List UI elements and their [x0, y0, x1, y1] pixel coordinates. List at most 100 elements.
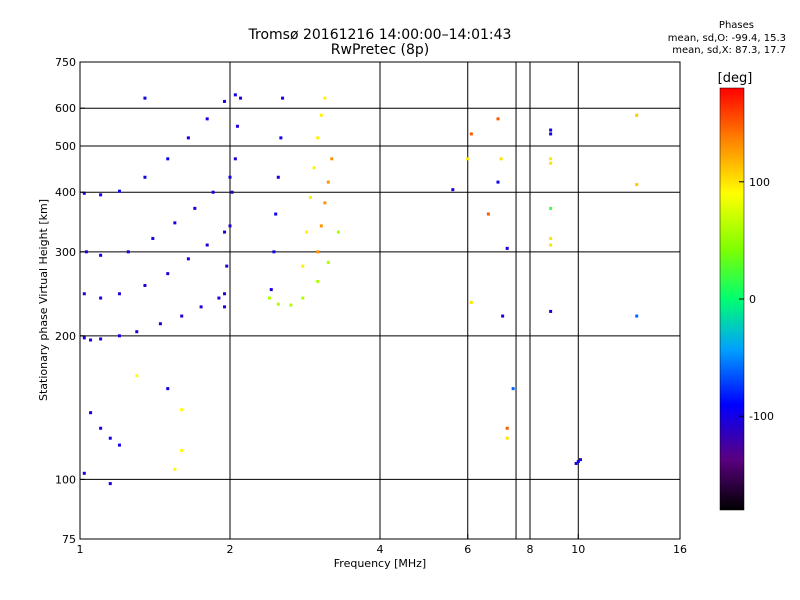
data-point: [233, 157, 237, 161]
y-tick-label: 100: [55, 473, 76, 486]
data-point: [635, 183, 639, 187]
data-point: [82, 292, 86, 296]
y-tick-label: 400: [55, 186, 76, 199]
data-point: [193, 206, 197, 210]
data-point: [143, 96, 147, 100]
phases-heading-text: Phases: [718, 20, 754, 31]
data-point: [305, 230, 309, 234]
data-point: [117, 292, 121, 296]
data-point: [223, 292, 227, 296]
data-point: [117, 334, 121, 338]
data-point: [173, 467, 177, 471]
data-point: [549, 157, 553, 161]
data-point: [99, 296, 103, 300]
data-point: [505, 436, 509, 440]
data-point: [469, 300, 473, 304]
y-tick-label: 500: [55, 140, 76, 153]
data-point: [496, 180, 500, 184]
data-point: [99, 193, 103, 197]
chart-subtitle: RwPretec (8p): [330, 42, 430, 58]
data-point: [108, 436, 112, 440]
data-point: [276, 175, 280, 179]
data-point: [312, 166, 316, 170]
x-axis-label: Frequency [MHz]: [334, 557, 426, 570]
data-point: [228, 175, 232, 179]
data-point: [269, 288, 273, 292]
phase-stats-x: mean, sd,X: 87.3, 17.7: [672, 45, 786, 56]
data-point: [549, 128, 553, 132]
data-point: [166, 272, 170, 276]
data-point: [499, 157, 503, 161]
data-point: [117, 189, 121, 193]
data-point: [223, 305, 227, 309]
y-tick-label: 750: [55, 56, 76, 69]
data-point: [276, 302, 280, 306]
y-tick-label: 200: [55, 330, 76, 343]
data-point: [99, 337, 103, 341]
data-point: [316, 279, 320, 283]
data-point: [549, 206, 553, 210]
data-point: [316, 136, 320, 140]
data-point: [225, 264, 229, 268]
data-point: [117, 443, 121, 447]
data-point: [496, 117, 500, 121]
data-point: [511, 387, 515, 391]
colorbar-tick-label: 0: [749, 293, 756, 306]
data-point: [223, 99, 227, 103]
data-point: [166, 157, 170, 161]
x-tick-label: 1: [77, 543, 84, 556]
y-tick-label: 75: [62, 533, 76, 546]
data-point: [301, 264, 305, 268]
x-tick-label: 8: [527, 543, 534, 556]
data-point: [84, 250, 88, 254]
grid-lines: [80, 62, 680, 539]
data-point: [217, 296, 221, 300]
data-point: [82, 191, 86, 195]
data-point: [230, 190, 234, 194]
data-point: [576, 460, 580, 464]
data-point: [319, 113, 323, 117]
data-point: [323, 96, 327, 100]
data-point: [330, 157, 334, 161]
data-point: [89, 411, 93, 415]
data-point: [143, 175, 147, 179]
data-point: [279, 136, 283, 140]
data-point: [223, 230, 227, 234]
data-point: [574, 461, 578, 465]
data-point: [135, 330, 139, 334]
x-tick-label: 2: [227, 543, 234, 556]
colorbar-tick-label: -100: [749, 410, 774, 423]
data-point: [143, 283, 147, 287]
data-point: [186, 136, 190, 140]
phase-stats-o: mean, sd,O: -99.4, 15.3: [667, 33, 786, 44]
data-point: [199, 305, 203, 309]
data-point: [186, 257, 190, 261]
data-point: [228, 224, 232, 228]
data-point: [135, 374, 139, 378]
data-point: [319, 224, 323, 228]
data-point: [501, 314, 505, 318]
data-point: [82, 336, 86, 340]
data-point: [99, 253, 103, 257]
data-point: [505, 246, 509, 250]
data-point: [549, 236, 553, 240]
data-point: [549, 161, 553, 165]
colorbar-unit: [deg]: [718, 71, 753, 86]
data-point: [451, 188, 455, 192]
data-point: [466, 157, 470, 161]
colorbar-tick-label: 100: [749, 176, 770, 189]
chart-title: Tromsø 20161216 14:00:00–14:01:43: [248, 27, 512, 43]
data-point: [549, 243, 553, 247]
data-point: [505, 426, 509, 430]
data-point: [205, 243, 209, 247]
y-tick-label: 300: [55, 246, 76, 259]
data-point: [549, 132, 553, 136]
data-point: [274, 212, 278, 216]
data-point: [336, 230, 340, 234]
data-point: [82, 471, 86, 475]
data-point: [272, 250, 276, 254]
data-point: [89, 338, 93, 342]
data-point: [180, 448, 184, 452]
